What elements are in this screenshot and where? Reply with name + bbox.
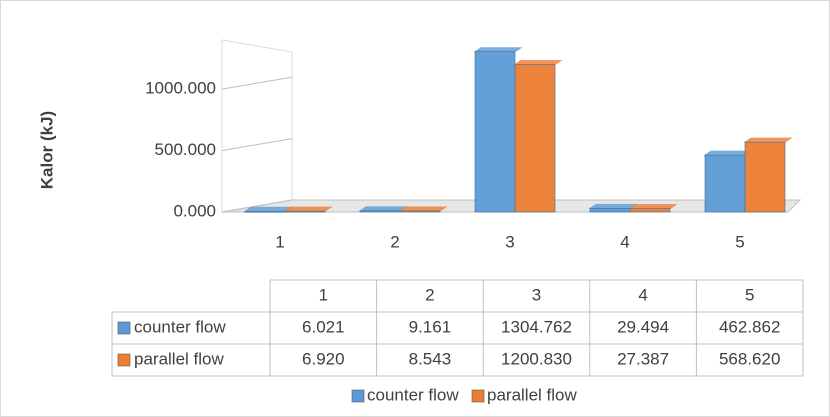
table-cell: 29.494 xyxy=(617,317,669,336)
legend-swatch xyxy=(471,389,485,403)
table-cell: 8.543 xyxy=(409,349,452,368)
table-cell: 27.387 xyxy=(617,349,669,368)
bar xyxy=(744,141,786,213)
x-tick-label: 2 xyxy=(390,232,399,251)
table-cell: 568.620 xyxy=(719,349,780,368)
bar-top xyxy=(358,206,408,212)
table-row-label: counter flow xyxy=(134,317,226,336)
x-tick-label: 1 xyxy=(275,232,284,251)
table-cell: 462.862 xyxy=(719,317,780,336)
y-axis-label: Kalor (kJ) xyxy=(37,111,56,189)
bar-top xyxy=(513,59,563,65)
bar-top xyxy=(743,137,793,143)
bar xyxy=(474,51,516,213)
bar xyxy=(629,208,671,213)
table-header: 4 xyxy=(638,285,647,304)
bar xyxy=(514,64,556,213)
legend-swatch xyxy=(351,389,365,403)
table-swatch xyxy=(117,321,131,335)
bar xyxy=(284,210,326,213)
table-cell: 6.021 xyxy=(302,317,345,336)
legend-label: counter flow xyxy=(367,385,459,404)
grid-line xyxy=(221,76,293,90)
bar-top xyxy=(588,203,638,209)
y-tick-label: 1000.000 xyxy=(145,79,216,98)
bar-top xyxy=(243,206,293,212)
bar xyxy=(359,210,401,213)
back-wall xyxy=(221,39,293,213)
bar-top xyxy=(628,204,678,210)
bar-top xyxy=(398,206,448,212)
bar-top xyxy=(283,206,333,212)
table-header: 5 xyxy=(745,285,754,304)
y-tick-label: 0.000 xyxy=(173,201,216,220)
table-cell: 9.161 xyxy=(409,317,452,336)
table-header: 1 xyxy=(319,285,328,304)
y-tick-label: 500.000 xyxy=(155,140,216,159)
bar xyxy=(589,208,631,213)
grid-line xyxy=(221,138,293,152)
grid-line xyxy=(221,199,293,213)
x-tick-label: 5 xyxy=(735,232,744,251)
table-swatch xyxy=(117,353,131,367)
x-tick-label: 4 xyxy=(620,232,629,251)
legend-label: parallel flow xyxy=(487,385,577,404)
table-cell: 1304.762 xyxy=(501,317,572,336)
table-header: 3 xyxy=(532,285,541,304)
x-tick-label: 3 xyxy=(505,232,514,251)
bar-top xyxy=(703,150,753,156)
table-header: 2 xyxy=(425,285,434,304)
bar xyxy=(244,210,286,213)
bar xyxy=(704,154,746,213)
table-cell: 6.920 xyxy=(302,349,345,368)
bar-top xyxy=(473,47,523,53)
bar xyxy=(399,210,441,213)
table-row-label: parallel flow xyxy=(134,349,224,368)
table-cell: 1200.830 xyxy=(501,349,572,368)
